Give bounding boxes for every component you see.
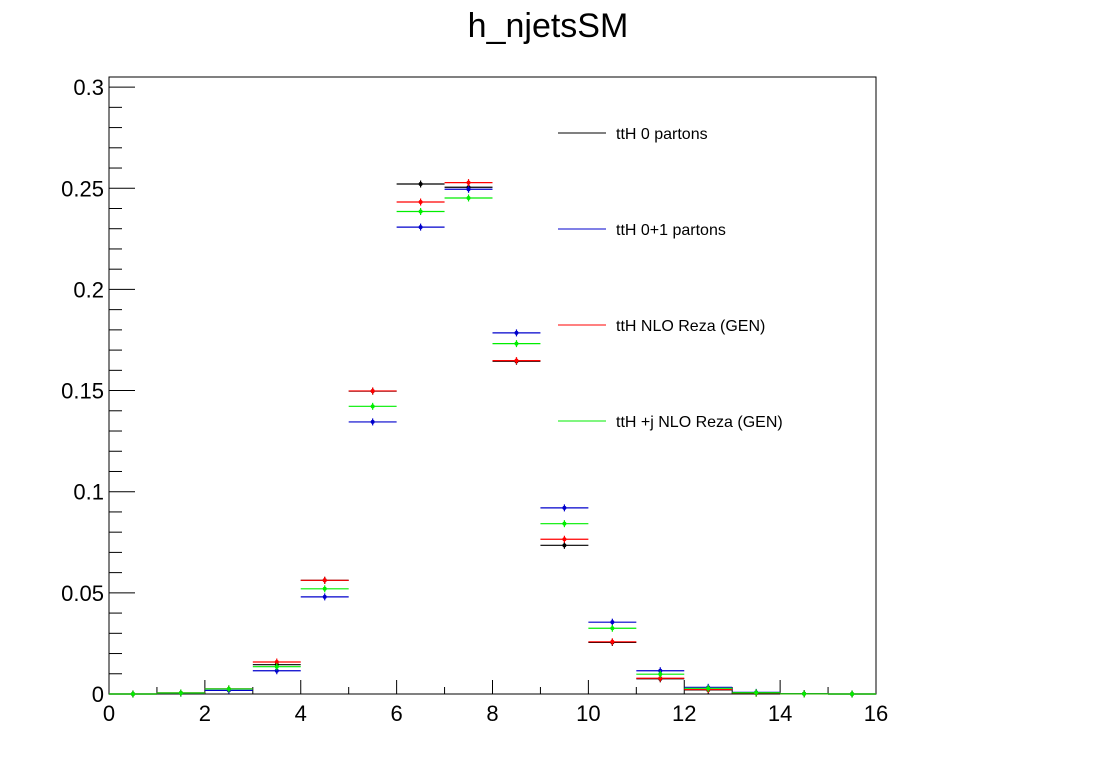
data-point (514, 358, 519, 363)
x-tick-label: 12 (672, 701, 696, 726)
data-point (850, 692, 855, 696)
legend-label: ttH 0+1 partons (616, 222, 726, 239)
data-point (610, 626, 615, 631)
x-tick-label: 2 (199, 701, 211, 726)
data-point (754, 690, 759, 695)
data-point (322, 586, 327, 591)
data-point (274, 660, 279, 665)
series-group (109, 180, 876, 698)
x-tick-label: 14 (768, 701, 792, 726)
data-point (610, 639, 615, 644)
data-point (418, 225, 423, 230)
y-tick-label: 0.15 (61, 379, 104, 404)
y-tick-label: 0.3 (73, 75, 104, 100)
y-tick-label: 0.05 (61, 581, 104, 606)
y-tick-label: 0.2 (73, 277, 104, 302)
chart-title: h_njetsSM (468, 7, 629, 45)
data-point (370, 404, 375, 409)
data-point (418, 200, 423, 205)
data-point (706, 686, 711, 691)
data-point (418, 182, 423, 187)
data-point (322, 594, 327, 599)
data-point (370, 388, 375, 393)
data-point (322, 578, 327, 583)
x-tick-label: 6 (391, 701, 403, 726)
series-group (109, 185, 876, 698)
data-point (274, 668, 279, 673)
x-tick-label: 8 (486, 701, 498, 726)
data-point (658, 676, 663, 681)
data-point (514, 330, 519, 335)
legend-label: ttH 0 partons (616, 126, 708, 143)
y-tick-label: 0 (92, 682, 104, 707)
data-point (466, 187, 471, 192)
data-point (178, 690, 183, 695)
legend-label: ttH +j NLO Reza (GEN) (616, 414, 783, 431)
data-point (562, 521, 567, 526)
y-tick-label: 0.25 (61, 176, 104, 201)
data-point (610, 620, 615, 625)
series-group (109, 194, 876, 698)
x-tick-label: 0 (103, 701, 115, 726)
x-tick-label: 10 (576, 701, 600, 726)
data-point (226, 686, 231, 691)
data-point (514, 341, 519, 346)
data-point (466, 195, 471, 200)
data-point (802, 691, 807, 696)
data-point (658, 672, 663, 677)
x-tick-label: 4 (295, 701, 307, 726)
data-point (370, 419, 375, 424)
data-point (562, 537, 567, 542)
data-point (466, 180, 471, 185)
data-point (562, 543, 567, 548)
data-point (562, 505, 567, 510)
x-tick-label: 16 (864, 701, 888, 726)
legend-label: ttH NLO Reza (GEN) (616, 318, 765, 335)
data-point (130, 692, 135, 696)
series-group (109, 179, 876, 698)
data-point (418, 209, 423, 214)
data-point (274, 664, 279, 669)
plot-frame (108, 76, 877, 695)
y-tick-label: 0.1 (73, 480, 104, 505)
